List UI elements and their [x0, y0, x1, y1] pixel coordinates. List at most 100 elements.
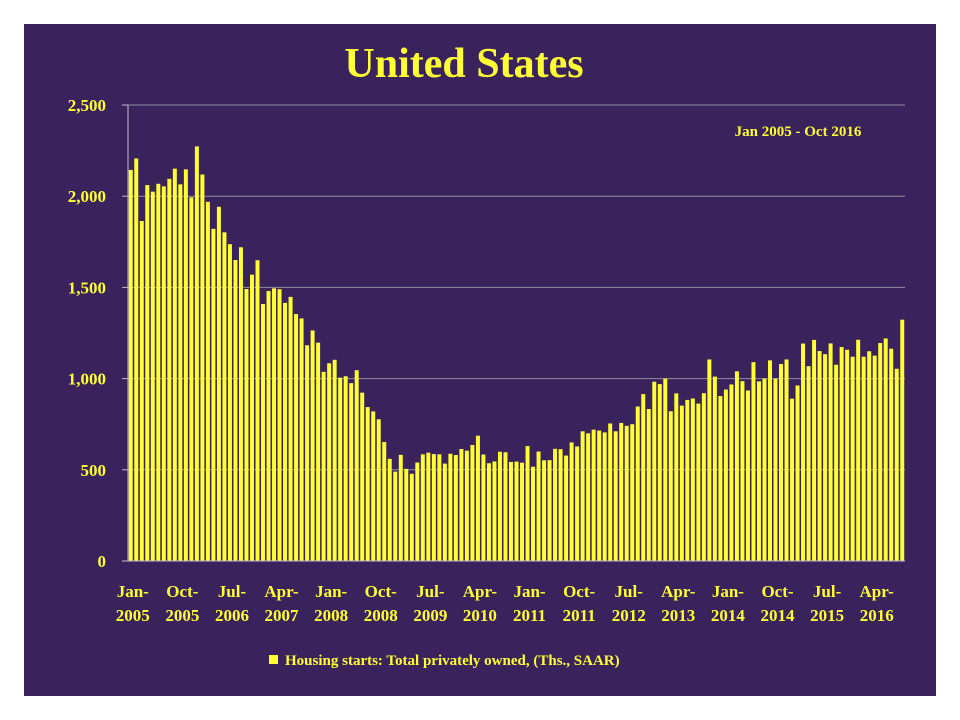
bar: [768, 360, 772, 561]
bar: [718, 396, 723, 561]
x-tick-label: Jul- 2006: [215, 582, 249, 625]
bar: [734, 371, 739, 561]
bar: [531, 466, 536, 561]
bar: [250, 274, 254, 561]
bar: [690, 398, 695, 561]
x-tick-label-month: Oct-: [563, 582, 595, 601]
bar: [244, 289, 249, 561]
bar: [894, 368, 899, 561]
x-tick-label-year: 2014: [761, 606, 796, 625]
bar: [283, 302, 288, 561]
bar: [536, 451, 541, 561]
x-tick-label: Apr- 2010: [463, 582, 498, 625]
bar: [779, 364, 783, 561]
date-range-annotation: Jan 2005 - Oct 2016: [735, 124, 862, 140]
bar: [222, 232, 227, 561]
bar: [801, 343, 806, 561]
bar: [464, 450, 469, 561]
bar: [183, 169, 188, 561]
x-tick-label-month: Jul-: [218, 582, 247, 601]
x-tick-label-year: 2007: [265, 606, 300, 625]
bar: [404, 468, 409, 561]
x-tick-label-year: 2008: [314, 606, 348, 625]
bar: [547, 460, 552, 561]
x-tick-label-month: Jan-: [513, 582, 545, 601]
bar: [266, 291, 271, 561]
bar: [415, 462, 420, 561]
bar: [509, 461, 513, 561]
bar: [872, 355, 877, 561]
bar: [652, 381, 657, 561]
bar: [426, 452, 431, 561]
bar: [580, 431, 585, 561]
bar: [349, 383, 354, 561]
bar: [255, 260, 260, 561]
bar: [327, 363, 332, 561]
bar: [630, 424, 635, 561]
bar: [393, 471, 398, 561]
bar: [685, 399, 690, 561]
x-tick-label-month: Oct-: [166, 582, 198, 601]
bar: [850, 356, 855, 561]
bar: [360, 392, 365, 561]
x-tick-label-year: 2012: [612, 606, 646, 625]
bar: [371, 411, 376, 561]
bar: [756, 381, 761, 561]
bar: [448, 453, 453, 561]
bar: [586, 433, 591, 561]
bar: [227, 244, 232, 562]
bar: [635, 406, 640, 561]
x-tick-label: Oct- 2014: [761, 582, 796, 625]
bar: [867, 351, 872, 561]
bar: [712, 376, 717, 561]
x-tick-label: Oct- 2011: [563, 582, 596, 625]
bar: [200, 174, 205, 562]
x-tick-label-year: 2011: [563, 606, 596, 625]
bar: [431, 454, 436, 561]
bar: [679, 405, 684, 561]
x-tick-label: Jan- 2008: [314, 582, 348, 625]
x-tick-label: Jul- 2012: [612, 582, 646, 625]
bar: [839, 347, 844, 561]
x-tick-label-month: Apr-: [860, 582, 895, 601]
bar: [641, 394, 646, 561]
bar: [277, 289, 282, 561]
bar: [161, 186, 166, 561]
bar: [542, 460, 547, 561]
bar: [701, 393, 706, 561]
bar: [172, 168, 177, 561]
bar: [806, 366, 811, 561]
bar: [834, 364, 839, 561]
axes: [122, 104, 905, 562]
bar: [205, 201, 210, 561]
bar: [216, 206, 221, 561]
bar: [139, 221, 144, 561]
bar: [564, 455, 569, 561]
bar: [189, 197, 194, 562]
bar: [784, 359, 789, 561]
x-tick-label: Oct- 2005: [165, 582, 199, 625]
bar: [382, 442, 387, 561]
bar: [437, 454, 442, 561]
bar: [420, 454, 425, 561]
bar: [475, 435, 480, 561]
bar: [332, 359, 337, 561]
bars: [128, 146, 905, 562]
bar: [795, 385, 800, 561]
bar: [486, 463, 491, 561]
bar: [365, 407, 370, 561]
x-tick-label: Jan- 2014: [711, 582, 746, 625]
bar: [128, 169, 133, 561]
bar: [602, 432, 607, 561]
y-tick-label: 2,000: [68, 187, 106, 206]
bar: [272, 288, 277, 561]
bar: [150, 191, 155, 561]
bar: [497, 451, 502, 561]
bar: [316, 342, 321, 561]
legend-swatch: [269, 655, 278, 664]
bar: [751, 362, 756, 561]
x-tick-label-year: 2011: [513, 606, 546, 625]
bar: [619, 422, 624, 561]
bar: [520, 462, 524, 561]
bar: [343, 376, 348, 561]
